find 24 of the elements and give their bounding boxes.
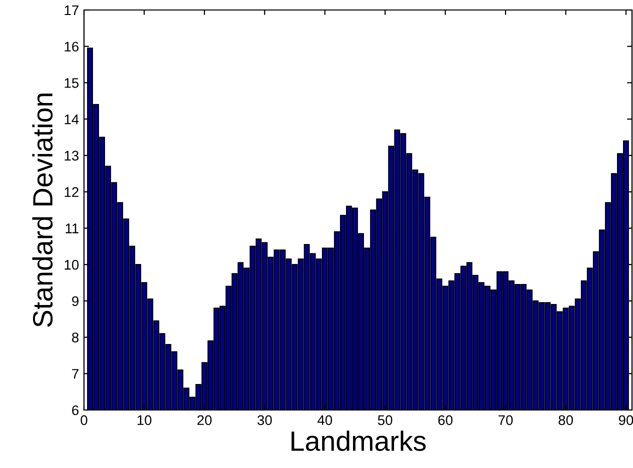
x-tick-label: 10: [138, 415, 152, 426]
y-tick-label: 6: [72, 405, 79, 416]
x-axis-title: Landmarks: [292, 430, 426, 451]
y-tick-label: 9: [72, 296, 78, 306]
y-tick-label: 10: [64, 260, 79, 270]
y-axis-title: Standard Deviation: [32, 94, 53, 327]
x-tick-label: 30: [257, 415, 272, 426]
y-tick-label: 14: [64, 114, 79, 124]
y-tick-label: 11: [66, 224, 78, 234]
y-tick-label: 8: [72, 332, 79, 342]
x-tick-label: 20: [197, 415, 212, 426]
x-tick-label: 70: [498, 415, 513, 426]
x-tick-label: 40: [317, 415, 332, 426]
x-tick-label: 0: [80, 415, 88, 426]
y-tick-label: 13: [64, 150, 79, 161]
y-tick-label: 12: [64, 187, 78, 197]
x-tick-label: 80: [558, 415, 573, 426]
x-tick-label: 60: [438, 415, 452, 426]
y-tick-label: 16: [64, 42, 79, 52]
x-tick-label: 50: [378, 415, 392, 426]
y-tick-label: 15: [64, 78, 79, 88]
y-tick-label: 7: [72, 369, 78, 379]
y-tick-label: 17: [64, 5, 78, 16]
x-tick-label: 90: [618, 415, 633, 426]
